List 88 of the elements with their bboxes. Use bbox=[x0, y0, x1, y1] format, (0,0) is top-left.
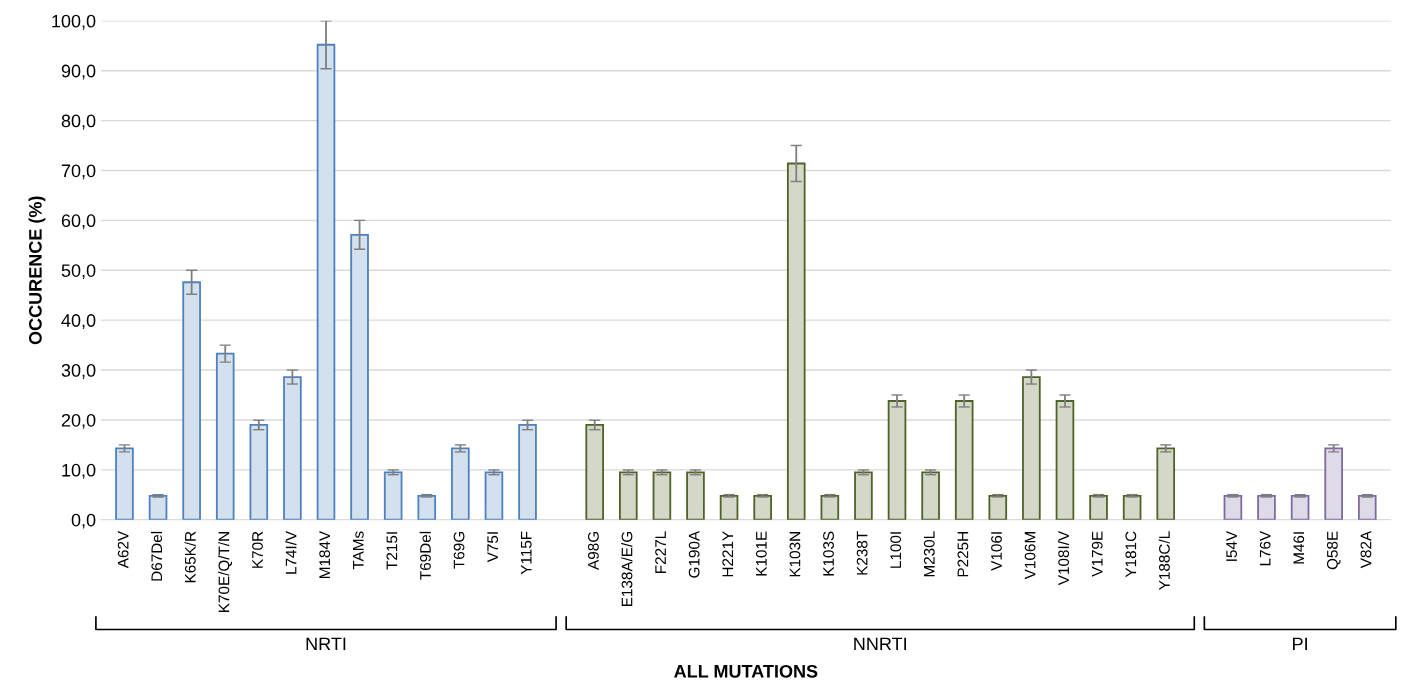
y-tick-label: 40,0 bbox=[61, 314, 96, 330]
x-axis-title: ALL MUTATIONS bbox=[674, 664, 818, 678]
bar bbox=[148, 494, 168, 520]
x-tick-label: L74I/V bbox=[285, 530, 297, 574]
text: NRTI bbox=[306, 637, 346, 651]
y-tick-label: 20,0 bbox=[61, 413, 96, 429]
x-tick-label: M46I bbox=[1293, 532, 1305, 564]
x-tick-label: K238T bbox=[856, 531, 868, 575]
y-tick-label: 100,0 bbox=[52, 14, 96, 30]
bar bbox=[854, 471, 873, 520]
y-tick-label: 70,0 bbox=[61, 164, 96, 180]
text: PI bbox=[1293, 637, 1307, 651]
y-tick-label: 80,0 bbox=[61, 114, 96, 130]
x-tick-label: Q58E bbox=[1326, 531, 1341, 570]
x-tick-label: TAMs bbox=[353, 531, 364, 570]
bar bbox=[652, 471, 672, 520]
x-tick-label: K70R bbox=[252, 531, 263, 568]
x-tick-label: V106I bbox=[991, 532, 1002, 571]
bar bbox=[887, 400, 907, 520]
x-tick-label: Y188C/L bbox=[1158, 531, 1170, 590]
x-tick-label: M230L bbox=[923, 531, 935, 577]
x-tick-label: G190A bbox=[688, 530, 700, 578]
bar bbox=[820, 494, 840, 520]
bar bbox=[954, 400, 974, 520]
x-tick-label: I54V bbox=[1226, 530, 1238, 561]
bar bbox=[786, 162, 806, 520]
bar bbox=[484, 471, 504, 520]
x-tick-label: V75I bbox=[487, 532, 499, 563]
x-tick-label: K103N bbox=[789, 532, 801, 577]
bar bbox=[1257, 494, 1276, 520]
x-tick-label: K65K/R bbox=[184, 531, 196, 583]
x-tick-label: F227L bbox=[655, 531, 666, 573]
bar bbox=[1223, 494, 1243, 520]
x-tick-label: K101E bbox=[755, 531, 767, 576]
x-tick-label: Y115F bbox=[520, 531, 532, 575]
bar bbox=[618, 471, 638, 520]
y-axis-title: OCCURENCE (%) bbox=[28, 196, 46, 345]
bar bbox=[1290, 494, 1310, 520]
x-tick-label: P225H bbox=[957, 532, 969, 577]
bar bbox=[283, 376, 302, 520]
bar bbox=[182, 281, 201, 520]
x-tick-label: E138A/E/G bbox=[621, 532, 633, 607]
x-tick-label: H221Y bbox=[722, 531, 734, 577]
x-tick-label: V82A bbox=[1360, 530, 1372, 569]
y-tick-label: 90,0 bbox=[61, 64, 96, 80]
bar bbox=[1357, 494, 1377, 520]
y-tick-label: 0,0 bbox=[71, 513, 96, 529]
bar bbox=[686, 471, 705, 520]
x-tick-label: Y181C bbox=[1125, 531, 1137, 578]
bar bbox=[988, 494, 1008, 520]
y-tick-label: 50,0 bbox=[61, 264, 96, 280]
x-tick-label: V108I/V bbox=[1057, 530, 1070, 586]
bar bbox=[451, 447, 470, 520]
x-tick-label: T69Del bbox=[419, 531, 431, 580]
bar bbox=[719, 494, 739, 520]
x-tick-label: V179E bbox=[1091, 531, 1103, 577]
y-tick-label: 60,0 bbox=[61, 214, 96, 230]
bar bbox=[383, 471, 403, 520]
x-tick-label: L100I bbox=[890, 532, 902, 568]
bar bbox=[115, 447, 134, 520]
bar bbox=[417, 494, 437, 520]
bar bbox=[585, 424, 605, 520]
x-tick-label: D67Del bbox=[150, 531, 163, 581]
x-tick-label: A62V bbox=[117, 530, 129, 569]
x-tick-label: T215I bbox=[386, 532, 398, 570]
bar bbox=[316, 43, 336, 520]
y-tick-label: 30,0 bbox=[61, 364, 96, 379]
bar bbox=[1122, 494, 1142, 520]
x-tick-label: A98G bbox=[587, 532, 599, 570]
text: NNRTI bbox=[854, 637, 906, 651]
x-tick-label: K70E/Q/T/N bbox=[218, 532, 233, 612]
x-tick-label: M184V bbox=[319, 530, 331, 579]
x-tick-label: V106M bbox=[1024, 532, 1036, 580]
bar bbox=[921, 471, 940, 520]
bar bbox=[1156, 447, 1176, 520]
bar bbox=[249, 424, 269, 520]
bar bbox=[215, 352, 235, 520]
bar bbox=[1089, 494, 1108, 520]
bar bbox=[1022, 376, 1041, 520]
bar bbox=[1055, 400, 1075, 520]
x-tick-label: L76V bbox=[1259, 530, 1271, 566]
bar bbox=[1324, 447, 1343, 520]
y-tick-label: 10,0 bbox=[62, 463, 96, 479]
x-tick-label: T69G bbox=[453, 532, 465, 569]
bar bbox=[350, 233, 369, 520]
x-tick-label: K103S bbox=[823, 531, 834, 576]
bar bbox=[753, 494, 772, 520]
bar bbox=[518, 424, 537, 520]
